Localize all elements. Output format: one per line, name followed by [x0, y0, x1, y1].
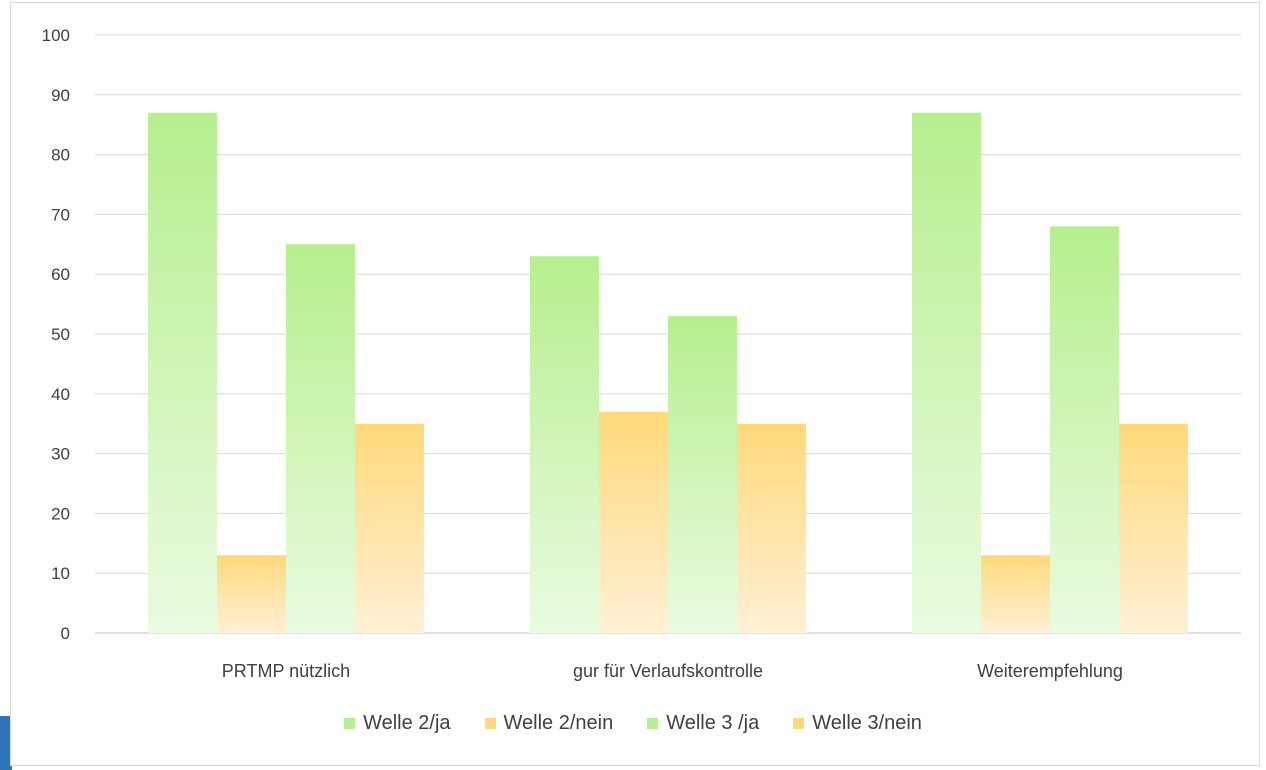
bar-series-4-category-2	[737, 423, 806, 633]
y-axis-tick-labels: 0 10 20 30 40 50 60 70 80 90 100	[42, 26, 70, 643]
bar-chart: 0 10 20 30 40 50 60 70 80 90 100 PRTMP nützlich gur…	[42, 26, 1241, 681]
y-tick-label: 20	[51, 504, 70, 523]
legend-label: Welle 3/nein	[812, 712, 922, 734]
legend-label: Welle 2/ja	[363, 712, 451, 734]
y-tick-label: 30	[51, 445, 70, 464]
legend-swatch	[793, 718, 805, 729]
x-category-label: gur für Verlaufskontrolle	[573, 661, 763, 681]
x-axis-category-labels: PRTMP nützlich gur für Verlaufskontrolle W…	[222, 661, 1123, 681]
bar-series-3-category-3	[1050, 226, 1119, 634]
y-tick-label: 10	[51, 564, 70, 583]
y-tick-label: 40	[51, 385, 70, 404]
legend-label: Welle 2/nein	[503, 712, 614, 734]
x-category-label: PRTMP nützlich	[222, 661, 350, 681]
bar-series-2-category-2	[599, 411, 668, 633]
legend-item: Welle 2/ja	[344, 712, 451, 735]
x-category-label: Weiterempfehlung	[977, 661, 1123, 681]
blue-corner-decoration	[0, 716, 12, 770]
legend: Welle 2/ja Welle 2/nein Welle 3 /ja Welle 3…	[0, 712, 1266, 735]
legend-swatch	[484, 718, 496, 729]
y-tick-label: 80	[51, 146, 70, 165]
y-tick-label: 60	[51, 265, 70, 284]
bar-series-4-category-3	[1119, 423, 1188, 633]
bar-series-2-category-3	[981, 555, 1050, 633]
legend-swatch	[647, 718, 659, 729]
legend-swatch	[344, 718, 356, 729]
y-tick-label: 100	[42, 26, 70, 45]
legend-item: Welle 3 /ja	[647, 712, 759, 735]
legend-label: Welle 3 /ja	[666, 712, 760, 734]
y-tick-label: 50	[51, 325, 70, 344]
bar-series-4-category-1	[355, 423, 424, 633]
bar-series-1-category-3	[912, 112, 981, 634]
bar-series-1-category-2	[530, 256, 599, 633]
legend-item: Welle 3/nein	[793, 712, 922, 735]
bar-series-1-category-1	[148, 112, 217, 634]
y-tick-label: 90	[51, 86, 70, 105]
bar-series-2-category-1	[217, 555, 286, 633]
legend-item: Welle 2/nein	[484, 712, 614, 735]
y-tick-label: 0	[61, 624, 70, 643]
bar-series-3-category-1	[286, 244, 355, 634]
y-tick-label: 70	[51, 205, 70, 224]
bar-series-3-category-2	[668, 316, 737, 633]
bars	[148, 112, 1188, 634]
